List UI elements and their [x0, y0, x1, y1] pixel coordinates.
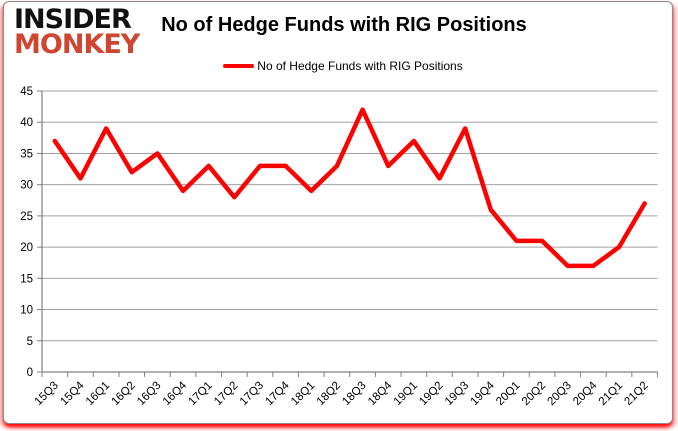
chart-title: No of Hedge Funds with RIG Positions: [161, 14, 527, 36]
y-axis-label-40: 40: [20, 117, 33, 129]
y-axis-label-5: 5: [27, 336, 33, 348]
y-axis-label-30: 30: [20, 180, 33, 192]
logo-text-monkey: MONKEY: [14, 29, 140, 60]
x-axis-label-19Q4: 19Q4: [469, 379, 498, 408]
x-axis-label-17Q4: 17Q4: [263, 379, 292, 408]
x-axis-label-20Q4: 20Q4: [571, 379, 600, 408]
y-axis-label-25: 25: [20, 211, 33, 223]
x-axis-label-21Q1: 21Q1: [597, 380, 625, 408]
insider-monkey-logo: INSIDER MONKEY: [14, 4, 140, 60]
x-axis-label-16Q2: 16Q2: [109, 380, 137, 408]
chart-legend: No of Hedge Funds with RIG Positions: [4, 58, 678, 74]
y-axis-label-15: 15: [20, 273, 33, 285]
x-axis-label-19Q3: 19Q3: [443, 380, 471, 408]
x-axis-label-17Q1: 17Q1: [186, 380, 214, 408]
x-axis-label-19Q2: 19Q2: [417, 380, 445, 408]
y-axis-label-35: 35: [20, 148, 33, 160]
x-axis-label-20Q1: 20Q1: [494, 380, 522, 408]
x-axis-label-18Q3: 18Q3: [340, 380, 368, 408]
x-axis-label-18Q4: 18Q4: [366, 379, 395, 408]
x-axis-label-18Q2: 18Q2: [315, 380, 343, 408]
chart-card: INSIDER MONKEY No of Hedge Funds with RI…: [3, 1, 673, 424]
y-axis-label-20: 20: [20, 242, 33, 254]
x-axis-label-20Q2: 20Q2: [520, 380, 548, 408]
chart-svg: 0 5 10 15 20 25 30 35 40 45 15Q315Q416Q116Q216Q316…: [20, 86, 658, 408]
x-axis-label-16Q4: 16Q4: [161, 379, 190, 408]
legend-label: No of Hedge Funds with RIG Positions: [257, 59, 463, 73]
y-axis-label-45: 45: [20, 86, 33, 98]
x-axis-label-16Q1: 16Q1: [84, 380, 112, 408]
y-axis-label-0: 0: [27, 367, 33, 379]
x-axis-label-15Q4: 15Q4: [58, 379, 87, 408]
x-axis-label-19Q1: 19Q1: [392, 380, 420, 408]
x-axis-label-18Q1: 18Q1: [289, 380, 317, 408]
x-axis-label-16Q3: 16Q3: [135, 380, 163, 408]
x-axis-label-21Q2: 21Q2: [622, 380, 650, 408]
series-line: [52, 107, 647, 269]
y-axis-label-10: 10: [20, 305, 33, 317]
x-axis-label-17Q2: 17Q2: [212, 380, 240, 408]
x-axis-label-15Q3: 15Q3: [33, 380, 61, 408]
x-axis-label-20Q3: 20Q3: [545, 380, 573, 408]
x-axis-label-17Q3: 17Q3: [238, 380, 266, 408]
logo-text-insider: INSIDER: [14, 4, 132, 35]
legend-line-swatch: [223, 64, 255, 68]
